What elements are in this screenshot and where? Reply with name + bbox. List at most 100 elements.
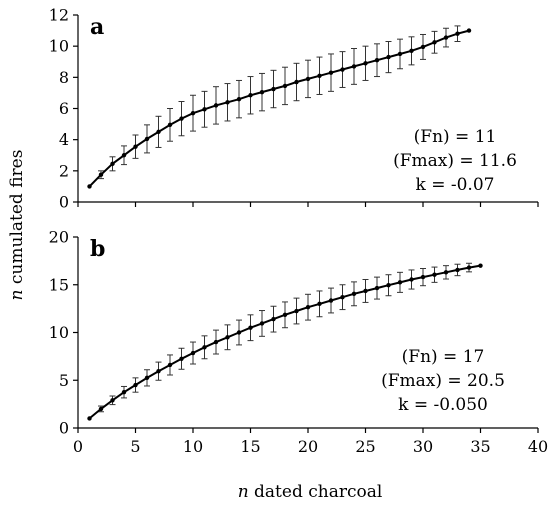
x-axis-title: n dated charcoal (238, 482, 383, 502)
x-tick-labels: 0 5 10 15 20 25 30 35 40 (73, 437, 548, 456)
panel-a-data-point (466, 28, 472, 33)
panel-a-y-tick-label: 4 (59, 130, 69, 149)
panel-b: b 0 5 10 15 20 0 5 10 15 20 25 30 35 40 (Fn) = 17 (F… (49, 228, 549, 457)
panel-a-series-line (88, 29, 470, 188)
panel-b-data-point (317, 301, 322, 307)
panel-b-data-point (455, 267, 460, 273)
panel-b-points (87, 263, 483, 421)
x-axis-title-italic: n (238, 482, 249, 502)
panel-b-data-point (133, 382, 138, 388)
panel-a-data-point (351, 64, 357, 69)
panel-b-data-point (351, 291, 357, 297)
panel-b-data-point (167, 362, 173, 368)
panel-a-data-point (133, 144, 138, 149)
panel-b-data-point (271, 316, 276, 322)
panel-b-data-point (282, 312, 288, 318)
y-axis-title: n cumulated fires (7, 150, 27, 301)
panel-a-data-point (156, 129, 161, 135)
panel-a-points (87, 28, 472, 189)
panel-a-data-point (213, 103, 219, 108)
panel-a-fmax-stat: (Fmax) = 11.6 (393, 151, 517, 171)
panel-b-label: b (90, 236, 105, 262)
panel-b-y-tick-label: 0 (59, 419, 69, 438)
panel-a-data-point (167, 122, 173, 128)
x-tick-label: 40 (528, 437, 548, 456)
panel-a-data-point (202, 107, 207, 112)
panel-b-y-tick-labels: 0 5 10 15 20 (49, 228, 69, 438)
panel-b-data-point (305, 304, 311, 310)
panel-a-data-point (236, 96, 242, 102)
panel-a-data-point (294, 79, 299, 85)
panel-b-data-point (236, 330, 242, 335)
panel-b-y-tick-label: 10 (49, 323, 69, 342)
y-axis-title-italic: n (7, 290, 27, 301)
panel-b-data-point (420, 274, 426, 280)
panel-b-data-point (466, 265, 472, 270)
x-axis-title-rest: dated charcoal (249, 482, 383, 502)
panel-b-data-point (397, 280, 403, 285)
panel-a-data-point (317, 73, 322, 78)
panel-a-data-point (225, 100, 230, 105)
x-tick-label: 30 (413, 437, 433, 456)
panel-b-data-point (443, 270, 449, 275)
x-tick-label: 15 (240, 437, 260, 456)
x-tick-label: 5 (130, 437, 140, 456)
panel-a-data-point (282, 83, 288, 89)
panel-b-data-point (409, 277, 414, 282)
panel-b-y-tick-label: 5 (59, 371, 69, 390)
panel-b-data-point (156, 368, 161, 374)
panel-a-data-point (374, 57, 380, 63)
panel-a-data-point (87, 184, 92, 189)
panel-a-data-point (386, 54, 391, 60)
x-tick-label: 20 (298, 437, 318, 456)
panel-b-data-point (478, 263, 483, 268)
panel-b-data-point (248, 325, 253, 330)
panel-b-data-point (110, 398, 115, 403)
panel-a-data-point (340, 67, 345, 72)
panel-a-data-point (409, 48, 414, 54)
panel-a-y-tick-label: 8 (59, 68, 69, 87)
panel-a: a 0 2 4 6 8 10 12 (Fn) = 11 (Fmax) = 11.6 k = … (49, 6, 539, 212)
panel-b-y-tick-label: 20 (49, 228, 69, 247)
panel-a-data-point (259, 89, 265, 95)
panel-b-data-point (121, 389, 127, 395)
panel-a-data-point (420, 44, 426, 50)
panel-a-data-point (271, 86, 276, 92)
panel-b-y-tick-label: 15 (49, 275, 69, 294)
panel-b-fn-stat: (Fn) = 17 (402, 347, 485, 367)
panel-b-annotation: (Fn) = 17 (Fmax) = 20.5 k = -0.050 (381, 347, 505, 415)
panel-a-data-point (328, 70, 334, 75)
panel-a-y-tick-label: 6 (59, 99, 69, 118)
panel-a-data-point (397, 51, 403, 57)
panel-a-k-stat: k = -0.07 (416, 175, 495, 195)
panel-b-data-point (202, 345, 207, 350)
panel-a-y-tick-label: 12 (49, 6, 69, 25)
panel-a-axes (73, 14, 539, 207)
panel-a-y-tick-label: 10 (49, 37, 69, 56)
panel-b-data-point (432, 272, 437, 277)
panel-b-data-point (294, 308, 299, 314)
panel-b-data-point (363, 288, 368, 294)
panel-a-data-point (455, 31, 460, 36)
panel-a-data-point (363, 61, 368, 66)
panel-a-data-point (443, 35, 449, 40)
panel-b-data-point (340, 294, 345, 300)
panel-a-data-point (190, 110, 196, 116)
panel-b-data-point (374, 285, 380, 291)
panel-b-data-point (144, 375, 150, 381)
panel-b-data-point (190, 350, 196, 356)
panel-a-data-point (305, 76, 311, 82)
panel-a-data-point (179, 116, 184, 121)
x-tick-label: 0 (73, 437, 83, 456)
panel-a-fn-stat: (Fn) = 11 (414, 127, 497, 147)
panel-b-data-point (98, 406, 104, 412)
panel-b-k-stat: k = -0.050 (398, 395, 488, 415)
panel-b-data-point (87, 416, 92, 421)
y-axis-title-rest: cumulated fires (7, 150, 27, 290)
panel-a-data-point (144, 136, 150, 142)
panel-a-label: a (90, 14, 104, 40)
panel-b-fmax-stat: (Fmax) = 20.5 (381, 371, 505, 391)
panel-a-data-point (110, 161, 115, 167)
x-tick-label: 10 (183, 437, 203, 456)
panel-a-data-point (98, 172, 104, 177)
